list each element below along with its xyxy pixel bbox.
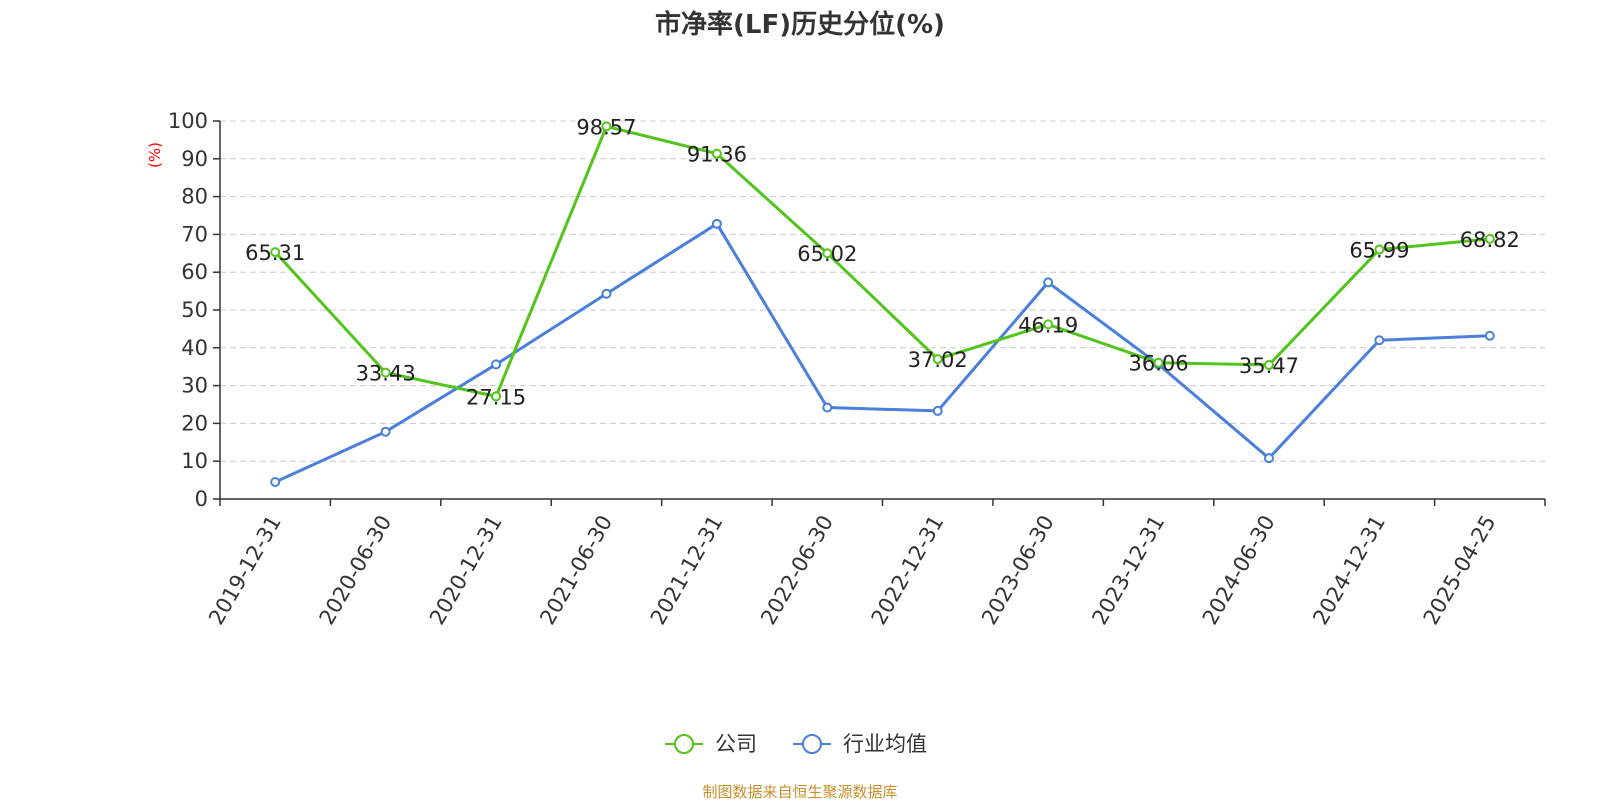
x-tick-label: 2022-12-31 — [867, 511, 949, 629]
industry-point — [1484, 330, 1495, 341]
company-point — [1484, 233, 1495, 244]
x-tick-label: 2024-12-31 — [1308, 511, 1390, 629]
company-point — [1263, 359, 1274, 370]
industry-point — [932, 405, 943, 416]
industry-point — [380, 426, 391, 437]
data-label: 33.43 — [356, 362, 416, 386]
legend-swatch-marker — [802, 734, 822, 754]
x-tick-label: 2021-06-30 — [535, 511, 617, 629]
legend-swatch-marker — [674, 734, 694, 754]
company-point — [822, 248, 833, 259]
company-point — [601, 121, 612, 132]
series-lines — [270, 121, 1495, 487]
x-tick-label: 2023-06-30 — [977, 511, 1059, 629]
company-point — [380, 367, 391, 378]
legend: 公司 行业均值 — [665, 732, 927, 756]
y-tick-label: 90 — [181, 147, 208, 171]
legend-label: 公司 — [715, 732, 757, 756]
y-axis-title: (%) — [146, 142, 164, 168]
industry-point — [491, 359, 502, 370]
legend-label: 行业均值 — [843, 732, 927, 756]
data-label: 27.15 — [466, 385, 526, 409]
y-tick-label: 100 — [168, 109, 208, 133]
series-line-industry — [274, 222, 1490, 484]
chart-title: 市净率(LF)历史分位(%) — [655, 10, 945, 40]
company-point — [270, 247, 281, 258]
data-label: 65.99 — [1349, 239, 1409, 263]
y-tick-label: 70 — [181, 222, 208, 246]
company-point — [1374, 244, 1385, 255]
legend-item-company[interactable]: 公司 — [665, 732, 757, 756]
x-tick-label: 2024-06-30 — [1198, 511, 1280, 629]
y-tick-label: 40 — [181, 336, 208, 360]
industry-point — [601, 288, 612, 299]
industry-point — [822, 402, 833, 413]
y-tick-label: 30 — [181, 374, 208, 398]
company-point — [711, 148, 722, 159]
industry-point — [1043, 277, 1054, 288]
data-labels: 65.31 33.43 27.15 98.57 91.36 65.02 37.02 46.19… — [245, 115, 1520, 409]
data-label: 37.02 — [908, 348, 968, 372]
x-tick-label: 2022-06-30 — [756, 511, 838, 629]
data-label: 98.57 — [576, 115, 636, 139]
data-label: 91.36 — [687, 143, 747, 167]
industry-point — [270, 476, 281, 487]
data-label: 68.82 — [1460, 228, 1520, 252]
y-tick-label: 50 — [181, 298, 208, 322]
data-label: 46.19 — [1018, 313, 1078, 337]
x-tick-label: 2021-12-31 — [646, 511, 728, 629]
data-label: 65.31 — [245, 241, 305, 265]
industry-point — [1374, 335, 1385, 346]
y-tick-label: 20 — [181, 411, 208, 435]
x-tick-label: 2025-04-25 — [1419, 511, 1501, 629]
series-line-company — [274, 124, 1490, 398]
industry-point — [711, 218, 722, 229]
company-point — [1153, 357, 1164, 368]
y-tick-label: 60 — [181, 260, 208, 284]
industry-point — [1263, 453, 1274, 464]
x-tick-label: 2023-12-31 — [1087, 511, 1169, 629]
company-point — [1043, 319, 1054, 330]
company-point — [932, 354, 943, 365]
company-point — [491, 391, 502, 402]
data-label: 65.02 — [797, 242, 857, 266]
x-tick-label: 2020-06-30 — [315, 511, 397, 629]
y-tick-label: 80 — [181, 185, 208, 209]
x-tick-label: 2019-12-31 — [204, 511, 286, 629]
x-tick-label: 2020-12-31 — [425, 511, 507, 629]
source-note: 制图数据来自恒生聚源数据库 — [702, 783, 898, 801]
y-tick-label: 10 — [181, 449, 208, 473]
y-tick-label: 0 — [195, 487, 208, 511]
legend-item-industry[interactable]: 行业均值 — [793, 732, 927, 756]
data-label: 36.06 — [1128, 352, 1188, 376]
data-label: 35.47 — [1239, 354, 1299, 378]
